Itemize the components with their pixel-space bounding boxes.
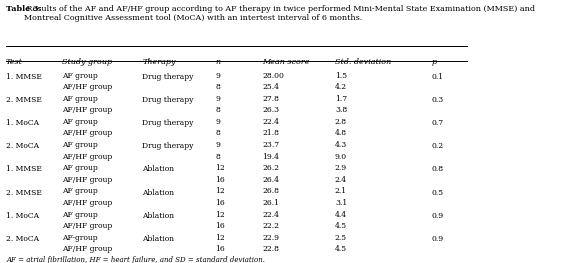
- Text: 3.1: 3.1: [335, 199, 347, 207]
- Text: 4.8: 4.8: [335, 129, 347, 138]
- Text: 1. MMSE: 1. MMSE: [6, 73, 42, 81]
- Text: 28.00: 28.00: [262, 72, 284, 79]
- Text: 9: 9: [215, 72, 220, 79]
- Text: Drug therapy: Drug therapy: [142, 142, 194, 150]
- Text: AF = atrial fibrillation, HF = heart failure, and SD = standard deviation.: AF = atrial fibrillation, HF = heart fai…: [6, 256, 265, 263]
- Text: AF/HF group: AF/HF group: [62, 106, 113, 114]
- Text: 12: 12: [215, 210, 225, 219]
- Text: 4.2: 4.2: [335, 83, 347, 91]
- Text: 2.1: 2.1: [335, 187, 347, 195]
- Text: 0.8: 0.8: [431, 165, 443, 173]
- Text: 16: 16: [215, 245, 225, 253]
- Text: 4.4: 4.4: [335, 210, 347, 219]
- Text: 9.0: 9.0: [335, 153, 347, 161]
- Text: 26.1: 26.1: [262, 199, 279, 207]
- Text: 23.7: 23.7: [262, 141, 279, 149]
- Text: 4.3: 4.3: [335, 141, 347, 149]
- Text: Ablation: Ablation: [142, 189, 174, 196]
- Text: 1.7: 1.7: [335, 95, 347, 103]
- Text: 9: 9: [215, 118, 220, 126]
- Text: AF group: AF group: [62, 187, 98, 195]
- Text: 16: 16: [215, 199, 225, 207]
- Text: 16: 16: [215, 176, 225, 184]
- Text: Study group: Study group: [62, 58, 113, 66]
- Text: 8: 8: [215, 83, 220, 91]
- Text: Drug therapy: Drug therapy: [142, 119, 194, 127]
- Text: 25.4: 25.4: [262, 83, 279, 91]
- Text: 22.4: 22.4: [262, 118, 279, 126]
- Text: Table 3:: Table 3:: [6, 5, 41, 13]
- Text: 0.7: 0.7: [431, 119, 443, 127]
- Text: AF/HF group: AF/HF group: [62, 153, 113, 161]
- Text: 16: 16: [215, 222, 225, 230]
- Text: Mean score: Mean score: [262, 58, 310, 66]
- Text: AF group: AF group: [62, 164, 98, 172]
- Text: AF/HF group: AF/HF group: [62, 129, 113, 138]
- Text: AF/HF group: AF/HF group: [62, 199, 113, 207]
- Text: 22.2: 22.2: [262, 222, 279, 230]
- Text: Ablation: Ablation: [142, 165, 174, 173]
- Text: 12: 12: [215, 234, 225, 242]
- Text: 2. MMSE: 2. MMSE: [6, 96, 42, 104]
- Text: 2.9: 2.9: [335, 164, 347, 172]
- Text: AF/HF group: AF/HF group: [62, 245, 113, 253]
- Text: 26.2: 26.2: [262, 164, 279, 172]
- Text: Test: Test: [6, 58, 23, 66]
- Text: 22.8: 22.8: [262, 245, 279, 253]
- Text: Drug therapy: Drug therapy: [142, 96, 194, 104]
- Text: 3.8: 3.8: [335, 106, 347, 114]
- Text: 8: 8: [215, 129, 220, 138]
- Text: 19.4: 19.4: [262, 153, 279, 161]
- Text: n: n: [215, 58, 220, 66]
- Text: 0.9: 0.9: [431, 212, 443, 220]
- Text: 22.4: 22.4: [262, 210, 279, 219]
- Text: AF group: AF group: [62, 118, 98, 126]
- Text: Ablation: Ablation: [142, 235, 174, 243]
- Text: 0.3: 0.3: [431, 96, 444, 104]
- Text: 0.5: 0.5: [431, 189, 443, 196]
- Text: 4.5: 4.5: [335, 245, 347, 253]
- Text: p: p: [431, 58, 436, 66]
- Text: AF/HF group: AF/HF group: [62, 176, 113, 184]
- Text: 9: 9: [215, 95, 220, 103]
- Text: Drug therapy: Drug therapy: [142, 73, 194, 81]
- Text: 0.2: 0.2: [431, 142, 443, 150]
- Text: AF/HF group: AF/HF group: [62, 83, 113, 91]
- Text: 1. MoCA: 1. MoCA: [6, 212, 39, 220]
- Text: Ablation: Ablation: [142, 212, 174, 220]
- Text: 12: 12: [215, 164, 225, 172]
- Text: Std. deviation: Std. deviation: [335, 58, 391, 66]
- Text: 26.8: 26.8: [262, 187, 279, 195]
- Text: 2.8: 2.8: [335, 118, 347, 126]
- Text: AF group: AF group: [62, 210, 98, 219]
- Text: Results of the AF and AF/HF group according to AF therapy in twice performed Min: Results of the AF and AF/HF group accord…: [24, 5, 535, 22]
- Text: 2. MoCA: 2. MoCA: [6, 235, 39, 243]
- Text: 8: 8: [215, 153, 220, 161]
- Text: AF-group: AF-group: [62, 234, 98, 242]
- Text: Therapy: Therapy: [142, 58, 176, 66]
- Text: 2.4: 2.4: [335, 176, 347, 184]
- Text: 27.8: 27.8: [262, 95, 279, 103]
- Text: 22.9: 22.9: [262, 234, 279, 242]
- Text: 12: 12: [215, 187, 225, 195]
- Text: 2.5: 2.5: [335, 234, 347, 242]
- Text: 2. MMSE: 2. MMSE: [6, 189, 42, 196]
- Text: 1.5: 1.5: [335, 72, 347, 79]
- Text: AF group: AF group: [62, 95, 98, 103]
- Text: 1. MMSE: 1. MMSE: [6, 165, 42, 173]
- Text: 21.8: 21.8: [262, 129, 279, 138]
- Text: 2. MoCA: 2. MoCA: [6, 142, 39, 150]
- Text: 0.9: 0.9: [431, 235, 443, 243]
- Text: AF group: AF group: [62, 72, 98, 79]
- Text: 1. MoCA: 1. MoCA: [6, 119, 39, 127]
- Text: 4.5: 4.5: [335, 222, 347, 230]
- Text: 9: 9: [215, 141, 220, 149]
- Text: 8: 8: [215, 106, 220, 114]
- Text: 0.1: 0.1: [431, 73, 443, 81]
- Text: 26.3: 26.3: [262, 106, 279, 114]
- Text: AF/HF group: AF/HF group: [62, 222, 113, 230]
- Text: AF group: AF group: [62, 141, 98, 149]
- Text: 26.4: 26.4: [262, 176, 279, 184]
